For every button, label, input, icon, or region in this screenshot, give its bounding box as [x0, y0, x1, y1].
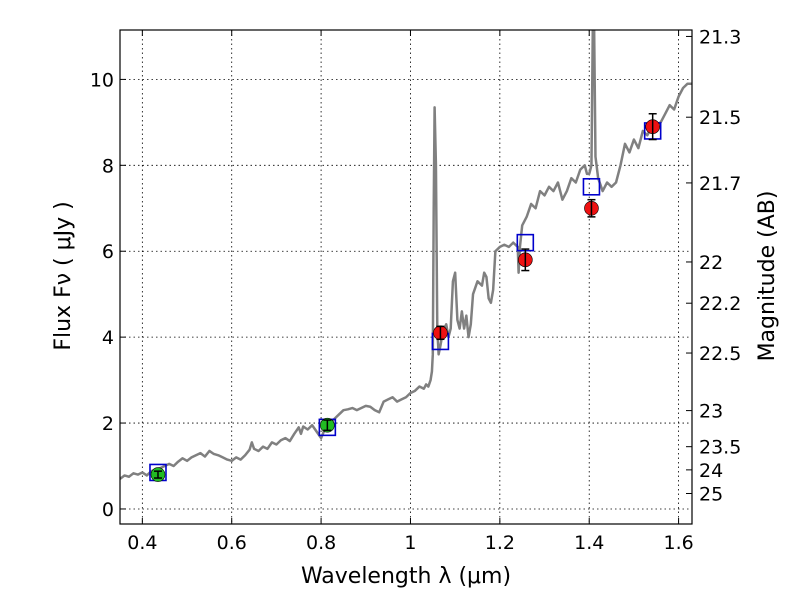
x-axis-label: Wavelength λ (μm)	[301, 564, 511, 589]
x-tick-label: 1.6	[663, 532, 693, 554]
y-tick-label: 10	[90, 69, 114, 91]
model-spectrum-line	[120, 30, 692, 480]
y-tick-label: 8	[102, 155, 114, 177]
y-tick-label: 4	[102, 327, 114, 349]
plot-area	[120, 30, 692, 482]
y-axis-label-left: Flux Fν ( μJy )	[51, 201, 76, 350]
x-tick-label: 0.4	[127, 532, 157, 554]
y-tick-label: 0	[102, 499, 114, 521]
x-tick-label: 1.4	[574, 532, 604, 554]
y-tick-label: 6	[102, 241, 114, 263]
x-tick-label: 0.8	[306, 532, 336, 554]
y-tick-label: 2	[102, 413, 114, 435]
axes-frame	[119, 29, 693, 525]
right-tick-label: 21.5	[699, 107, 741, 129]
right-tick-label: 25	[699, 484, 723, 506]
right-tick-label: 22	[699, 252, 723, 274]
right-tick-label: 22.5	[699, 343, 741, 365]
right-tick-label: 21.7	[699, 173, 741, 195]
synthetic-photometry-square	[582, 177, 601, 196]
right-tick-label: 24	[699, 460, 723, 482]
x-ticks: 0.4 0.6 0.8 1 1.2 1.4 1.6	[127, 30, 694, 554]
right-tick-label: 21.3	[699, 26, 741, 48]
grid-lines	[120, 30, 692, 524]
x-tick-label: 1	[404, 532, 416, 554]
x-tick-label: 0.6	[217, 532, 247, 554]
plot-frame	[119, 29, 693, 525]
right-tick-label: 23.5	[699, 437, 741, 459]
y-axis-label-right: Magnitude (AB)	[755, 191, 780, 362]
right-tick-label: 22.2	[699, 293, 741, 315]
right-tick-label: 23	[699, 401, 723, 423]
y-ticks: 0 2 4 6 8 10	[90, 69, 126, 521]
x-tick-label: 1.2	[485, 532, 515, 554]
